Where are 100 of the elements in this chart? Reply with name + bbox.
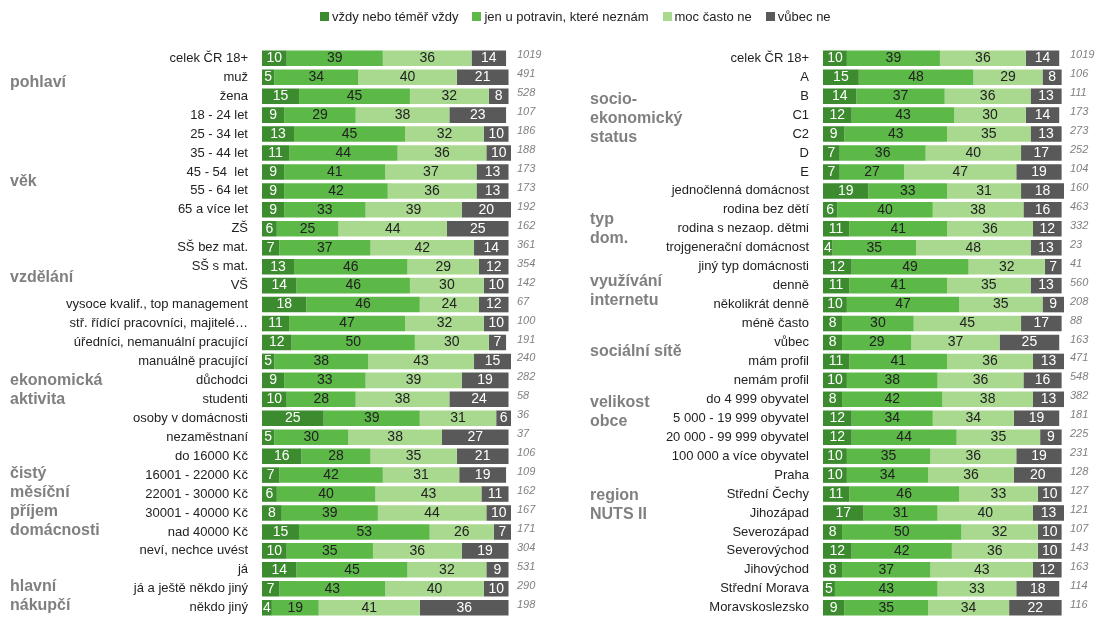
text: 1019 [517, 48, 542, 61]
data-label: 25 [285, 409, 301, 426]
text: 23 [1069, 237, 1084, 250]
data-label: 12 [829, 428, 846, 445]
bar [842, 391, 943, 408]
data-label: 31 [450, 409, 466, 426]
data-label: 42 [893, 541, 910, 558]
bar [276, 486, 376, 502]
data-label: 24 [441, 295, 458, 312]
text: 173 [517, 180, 537, 193]
data-label: 24 [471, 390, 487, 407]
bar [942, 391, 1033, 408]
y-tick-label: žena [219, 87, 249, 103]
text: ekonomická aktivita [10, 370, 103, 407]
bar [318, 599, 420, 616]
data-label: 10 [266, 49, 283, 66]
data-label: 10 [827, 447, 843, 464]
bar [370, 448, 457, 464]
data-label: 38 [387, 428, 404, 445]
data-label: 18 [1034, 181, 1051, 198]
bar [284, 164, 386, 180]
text: 107 [1070, 522, 1090, 534]
data-label: 6 [265, 484, 274, 501]
y-tick-label: denně [772, 277, 809, 293]
bar [296, 562, 408, 578]
data-label: 22 [1027, 598, 1044, 615]
data-label: 43 [887, 124, 904, 141]
data-label: 37 [317, 238, 333, 255]
bar [474, 239, 509, 256]
data-label: 19 [477, 541, 494, 558]
y-tick-label: vůbec [774, 334, 810, 350]
bar [959, 296, 1043, 313]
data-label: 11 [828, 219, 844, 236]
data-label: 36 [972, 371, 989, 388]
bar [262, 581, 280, 597]
data-label: 11 [828, 276, 844, 293]
data-label: 45 [346, 87, 363, 104]
bar [274, 69, 359, 85]
data-label: 43 [413, 352, 430, 369]
bar [286, 543, 373, 559]
data-label: 18 [1029, 579, 1046, 596]
bar [461, 543, 509, 559]
y-tick-label: rodina s nezaop. dětmi [677, 220, 810, 236]
data-label: 37 [878, 560, 895, 577]
bar [274, 353, 369, 370]
data-label: 32 [436, 314, 453, 331]
data-label: 47 [952, 162, 969, 179]
bar [279, 467, 383, 483]
bar [284, 202, 366, 218]
data-label: 31 [976, 181, 993, 198]
bar [849, 221, 948, 237]
bar [486, 562, 509, 578]
data-label: 6 [826, 200, 835, 217]
bar [294, 126, 405, 142]
legend-label: jen u potravin, které neznám [483, 9, 649, 24]
bar [385, 581, 484, 597]
data-label: 37 [947, 333, 964, 350]
bar [493, 524, 511, 540]
data-label: 19 [1031, 447, 1047, 464]
y-tick-label: studenti [202, 390, 249, 406]
data-label: 41 [361, 598, 378, 615]
text: 252 [1069, 143, 1089, 156]
y-tick-label: nezaměstnaní [166, 428, 249, 444]
bar [846, 296, 960, 313]
data-label: 13 [484, 162, 501, 179]
bar [372, 543, 462, 559]
bar [262, 467, 280, 483]
data-label: 15 [272, 87, 289, 104]
y-tick-label: neví, nechce uvést [139, 542, 249, 558]
y-tick-label: já [236, 561, 249, 577]
text: 127 [1070, 484, 1090, 497]
data-label: 38 [979, 390, 996, 407]
y-tick-label: mám profil [748, 353, 810, 368]
bar [930, 562, 1033, 578]
data-label: 35 [992, 295, 1009, 312]
bar [846, 467, 928, 483]
data-label: 53 [356, 522, 373, 539]
bar [481, 486, 509, 502]
bar [446, 221, 509, 237]
y-tick-label: nemám profil [733, 371, 810, 387]
bar [375, 486, 482, 502]
data-label: 40 [426, 579, 443, 596]
bar [459, 467, 507, 483]
text: 171 [517, 522, 536, 534]
data-label: 9 [269, 162, 278, 179]
data-label: 32 [998, 257, 1015, 274]
bar [1016, 448, 1062, 464]
data-label: 46 [345, 276, 362, 293]
data-label: 6 [499, 409, 508, 426]
y-tick-label: A [800, 68, 810, 84]
data-label: 41 [890, 219, 907, 236]
data-label: 9 [829, 598, 838, 615]
data-label: 13 [1038, 87, 1055, 104]
text: region NUTS II [590, 486, 647, 523]
data-label: 8 [828, 560, 837, 577]
data-label: 35 [981, 276, 997, 293]
data-label: 39 [322, 503, 338, 520]
bar [973, 69, 1043, 85]
y-tick-label: Moravskoslezsko [709, 599, 809, 615]
data-label: 29 [868, 333, 885, 350]
